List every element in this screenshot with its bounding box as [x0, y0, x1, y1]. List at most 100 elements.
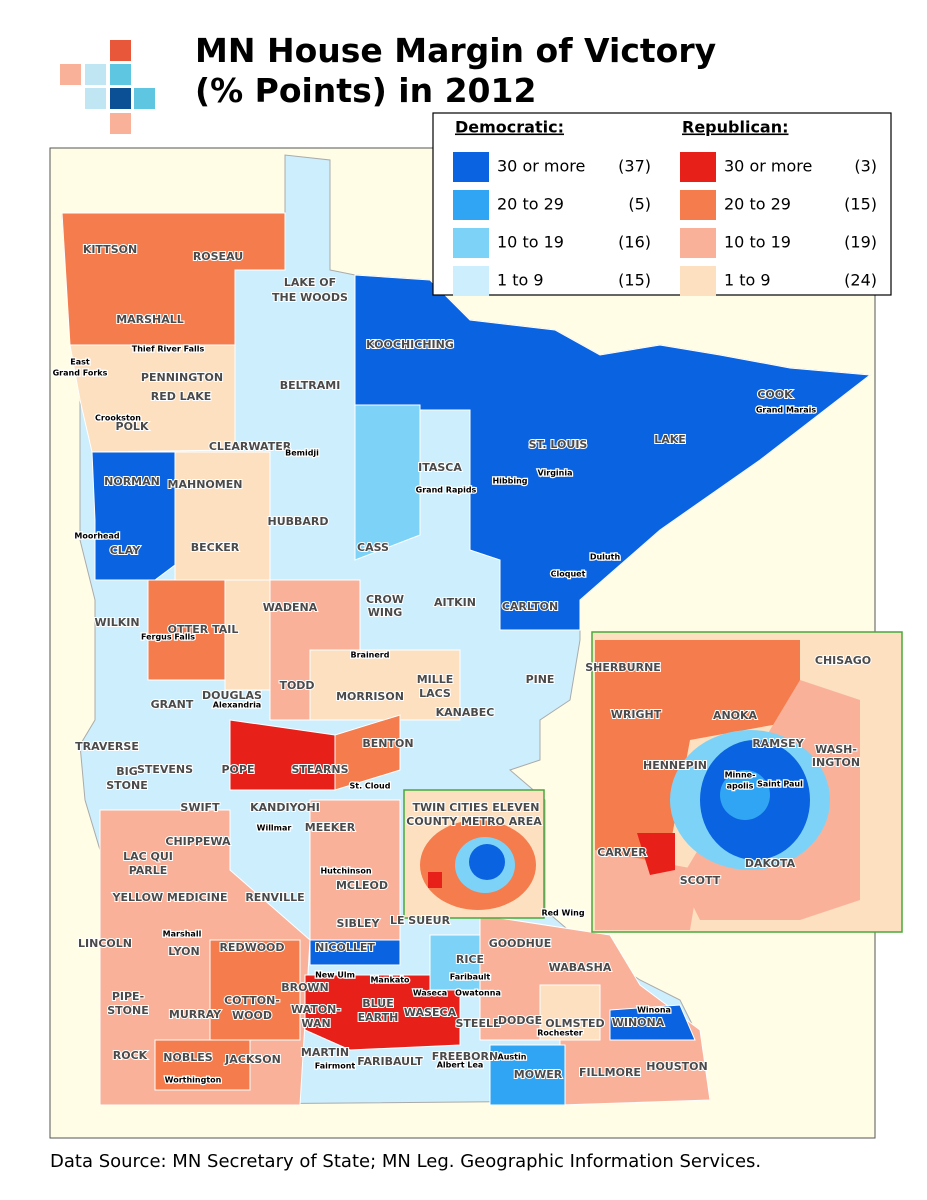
county-label: STONE [107, 1004, 149, 1017]
city-label: Hutchinson [320, 867, 371, 876]
county-label: JACKSON [224, 1053, 281, 1066]
county-label: FILLMORE [579, 1066, 641, 1079]
county-label: CARVER [597, 846, 647, 859]
metro-label: TWIN CITIES ELEVEN [412, 801, 539, 814]
city-label: apolis [727, 782, 754, 791]
city-label: Grand Marais [756, 406, 817, 415]
legend-label: 1 to 9 [724, 271, 771, 290]
county-label: RICE [456, 953, 484, 966]
legend-swatch [680, 228, 716, 258]
county-label: WADENA [263, 601, 318, 614]
city-label: Hibbing [492, 477, 527, 486]
county-label: MURRAY [169, 1008, 222, 1021]
county-label: HOUSTON [646, 1060, 707, 1073]
county-label: MORRISON [336, 690, 404, 703]
county-label: ANOKA [713, 709, 758, 722]
county-label: YELLOW MEDICINE [112, 891, 228, 904]
county-label: WILKIN [94, 616, 139, 629]
source: Data Source: MN Secretary of State; MN L… [50, 1151, 761, 1172]
county-label: ROSEAU [193, 250, 243, 263]
county-label: SWIFT [180, 801, 220, 814]
county-label: STONE [106, 779, 148, 792]
county-label: STEARNS [291, 763, 348, 776]
county-label: HENNEPIN [643, 759, 707, 772]
county-label: KANDIYOHI [250, 801, 320, 814]
county-label: POPE [222, 763, 255, 776]
city-label: Cloquet [551, 570, 586, 579]
county-label: PENNINGTON [141, 371, 223, 384]
county-label: GRANT [151, 698, 194, 711]
county-label: WINONA [612, 1016, 665, 1029]
county-label: CLEARWATER [209, 440, 292, 453]
labels: KITTSON ROSEAU MARSHALL LAKE OF THE WOODS KOO… [51, 242, 872, 1086]
county-label: KOOCHICHING [366, 338, 454, 351]
city-label: Willmar [257, 824, 292, 833]
county-label: LACS [419, 687, 451, 700]
county-label: OLMSTED [545, 1017, 604, 1030]
county-label: WAN [301, 1017, 330, 1030]
county-label: DOUGLAS [202, 689, 262, 702]
legend [432, 112, 892, 296]
city-label: Waseca [413, 989, 447, 998]
county-label: BECKER [191, 541, 240, 554]
county-label: CHISAGO [815, 654, 871, 667]
county-label: KANABEC [436, 706, 495, 719]
city-label: Duluth [590, 553, 621, 562]
city-label: Rochester [537, 1029, 583, 1038]
county-label: CARLTON [502, 600, 558, 613]
city-label: Saint Paul [757, 780, 803, 789]
county-label: BELTRAMI [280, 379, 341, 392]
county-label: POLK [116, 420, 149, 433]
legend-swatch [453, 266, 489, 296]
county-label: BIG [116, 765, 138, 778]
county-label: MARTIN [301, 1046, 349, 1059]
legend-swatch [680, 190, 716, 220]
legend-heading: Republican: [682, 118, 789, 137]
legend-swatch [453, 152, 489, 182]
county-label: CASS [357, 541, 389, 554]
county-label: FREEBORN [432, 1050, 498, 1063]
county-label: LE SUEUR [390, 914, 451, 927]
legend-label: 30 or more [724, 157, 812, 176]
county-label: LYON [168, 945, 199, 958]
legend-swatch [680, 266, 716, 296]
legend-count: (5) [628, 195, 651, 214]
county-label: PARLE [129, 864, 168, 877]
city-label: Marshall [163, 930, 202, 939]
legend-count: (16) [618, 233, 651, 252]
legend-count: (19) [844, 233, 877, 252]
city-label: New Ulm [315, 971, 355, 980]
county-label: TRAVERSE [75, 740, 139, 753]
city-label: Moorhead [74, 532, 119, 541]
county-label: DODGE [498, 1014, 542, 1027]
county-label: LAKE [654, 433, 686, 446]
county-label: MEEKER [305, 821, 356, 834]
county-label: WASECA [404, 1006, 457, 1019]
county-label: WATON- [291, 1003, 341, 1016]
legend-count: (15) [844, 195, 877, 214]
city-label: East [70, 358, 90, 367]
county-label: LAKE OF [284, 276, 336, 289]
county-label: RENVILLE [245, 891, 304, 904]
city-label: Fairmont [315, 1062, 356, 1071]
county-label: WOOD [232, 1009, 272, 1022]
city-label: Virginia [537, 469, 572, 478]
county-label: BROWN [281, 981, 329, 994]
legend-label: 20 to 29 [497, 195, 564, 214]
city-label: Grand Forks [53, 369, 108, 378]
county-label: CLAY [110, 544, 142, 557]
legend-count: (24) [844, 271, 877, 290]
title: (% Points) in 2012 [195, 71, 536, 110]
county-label: COOK [757, 388, 793, 401]
county-label: TODD [279, 679, 314, 692]
county-label: LINCOLN [78, 937, 132, 950]
legend-count: (37) [618, 157, 651, 176]
legend-heading: Democratic: [455, 118, 564, 137]
county-label: THE WOODS [272, 291, 348, 304]
city-label: Red Wing [541, 909, 584, 918]
title: MN House Margin of Victory [195, 31, 716, 70]
city-label: Fergus Falls [141, 633, 195, 642]
county-label: CHIPPEWA [165, 835, 231, 848]
county-label: DAKOTA [745, 857, 796, 870]
